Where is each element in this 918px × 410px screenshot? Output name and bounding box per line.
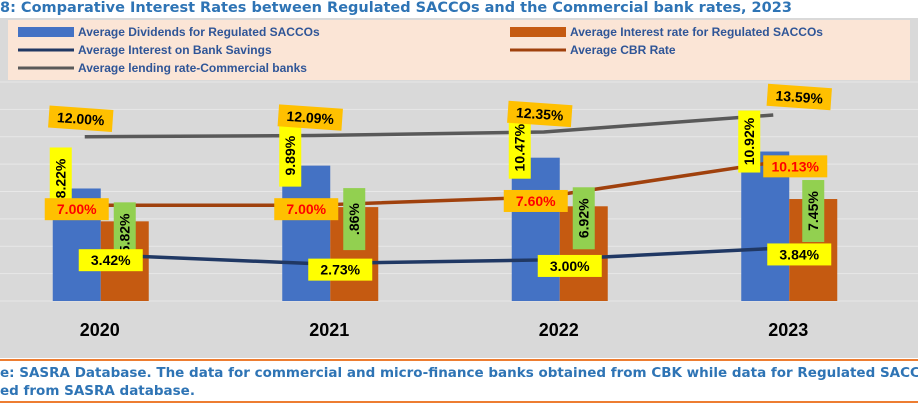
line-average-interest-on-bank-savings — [84, 246, 774, 266]
data-label-average-interest-on-bank-savings: 2.73% — [320, 262, 360, 278]
data-label-average-interest-on-bank-savings: 3.42% — [91, 252, 131, 268]
legend-label-average-lending-rate-commercial-banks: Average lending rate-Commercial banks — [78, 61, 307, 75]
data-label-average-interest-rate-for-regulated-saccos: 6.92% — [576, 198, 592, 238]
data-label-average-lending-rate-commercial-banks: 12.35% — [516, 104, 565, 123]
chart-title: 8: Comparative Interest Rates between Re… — [0, 0, 792, 16]
x-tick-label: 2020 — [80, 320, 120, 340]
bar-average-dividends-for-regulated-saccos — [511, 157, 560, 301]
data-label-average-interest-on-bank-savings: 3.00% — [550, 258, 590, 274]
data-label-box — [763, 155, 828, 178]
data-label-box — [78, 249, 143, 272]
chart: Average Dividends for Regulated SACCOs Av… — [0, 18, 918, 358]
legend: Average Dividends for Regulated SACCOs Av… — [18, 25, 823, 75]
data-label-box — [503, 189, 568, 212]
data-label-average-lending-rate-commercial-banks: 12.00% — [57, 109, 106, 128]
data-label-average-dividends-for-regulated-saccos: 10.47% — [512, 123, 528, 171]
x-tick-label: 2022 — [539, 320, 579, 340]
data-label-average-dividends-for-regulated-saccos: 9.89% — [282, 135, 298, 175]
legend-label-average-dividends-for-regulated-saccos: Average Dividends for Regulated SACCOs — [78, 25, 320, 39]
data-label-box — [738, 110, 761, 173]
data-label-box — [274, 198, 339, 221]
legend-label-average-cbr-rate: Average CBR Rate — [570, 43, 676, 57]
data-label-box — [507, 100, 573, 128]
data-label-box — [572, 187, 595, 250]
data-label-average-lending-rate-commercial-banks: 13.59% — [775, 87, 824, 106]
data-label-average-interest-rate-for-regulated-saccos: 7.45% — [805, 191, 821, 231]
data-label-average-cbr-rate: 7.00% — [57, 201, 97, 217]
data-label-box — [802, 180, 825, 243]
data-label-box — [48, 105, 114, 132]
source-line-2: ed from SASRA database. — [0, 383, 195, 399]
data-label-box — [537, 254, 602, 277]
line-average-lending-rate-commercial-banks — [84, 113, 774, 139]
legend-label-average-interest-rate-for-regulated-saccos: Average Interest rate for Regulated SACC… — [570, 25, 823, 39]
source-note: e: SASRA Database. The data for commerci… — [0, 364, 918, 400]
x-axis: 2020 2021 2022 2023 — [80, 320, 809, 340]
data-label-box — [113, 202, 136, 265]
data-label-average-cbr-rate: 10.13% — [772, 158, 820, 174]
data-label-average-dividends-for-regulated-saccos: 10.92% — [741, 117, 757, 165]
data-label-box — [766, 83, 832, 111]
data-label-box — [767, 243, 832, 266]
data-label-average-cbr-rate: 7.00% — [286, 201, 326, 217]
divider-bottom — [0, 401, 918, 403]
source-line-1: e: SASRA Database. The data for commerci… — [0, 365, 918, 381]
x-tick-label: 2021 — [309, 320, 349, 340]
data-label-average-cbr-rate: 7.60% — [516, 193, 556, 209]
legend-swatch-average-interest-rate-for-regulated-saccos — [510, 27, 566, 37]
data-label-average-interest-on-bank-savings: 3.84% — [779, 246, 819, 262]
data-label-box — [308, 258, 373, 281]
data-label-box — [508, 116, 531, 179]
line-average-cbr-rate — [84, 160, 774, 207]
data-label-average-lending-rate-commercial-banks: 12.09% — [286, 108, 335, 127]
data-label-average-interest-rate-for-regulated-saccos: .86% — [346, 203, 362, 235]
data-label-box — [44, 198, 109, 221]
divider-top — [0, 359, 918, 361]
data-label-box — [277, 104, 343, 131]
data-label-box — [49, 147, 72, 210]
legend-label-average-interest-on-bank-savings: Average Interest on Bank Savings — [78, 43, 272, 57]
legend-swatch-average-dividends-for-regulated-saccos — [18, 27, 74, 37]
data-labels: 8.22% 9.89% 10.47% 10.92% 5.82% .86% 6.92% 7.45… — [44, 83, 832, 281]
data-label-box — [343, 188, 366, 251]
lines — [84, 113, 774, 266]
data-label-average-dividends-for-regulated-saccos: 8.22% — [53, 158, 69, 198]
data-label-average-interest-rate-for-regulated-saccos: 5.82% — [117, 213, 133, 253]
x-tick-label: 2023 — [768, 320, 808, 340]
legend-box — [8, 20, 910, 80]
data-label-box — [279, 124, 302, 187]
